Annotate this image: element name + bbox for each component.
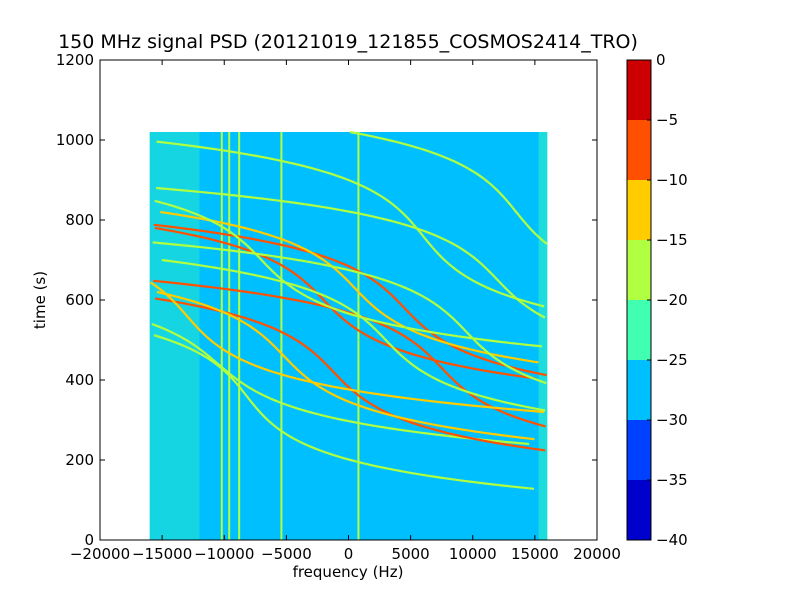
y-tick-label-4: 800 [65,211,94,229]
colorbar-tick-label-5: −15 [656,231,688,249]
y-tick-label-1: 200 [65,451,94,469]
x-tick-label-3: −5000 [261,545,312,563]
signal-trace-6 [156,186,546,319]
colorbar-segment-3 [627,300,651,360]
colorbar-segment-6 [627,120,651,180]
plot-area [99,59,598,541]
y-axis-label: time (s) [31,271,49,329]
signal-trace-0 [151,322,530,446]
colorbar-segment-0 [627,480,651,540]
y-tick-label-6: 1200 [56,51,94,69]
colorbar-tick-label-4: −20 [656,291,688,309]
chart-title: 150 MHz signal PSD (20121019_121855_COSM… [58,31,638,53]
heatmap-background [149,132,548,540]
signal-trace-10 [152,241,547,385]
x-tick-label-4: 0 [344,545,354,563]
y-tick-label-3: 600 [65,291,94,309]
signal-trace-8 [149,281,545,414]
heatmap-noise-right [538,132,548,540]
signal-trace-11 [156,290,535,441]
colorbar-segment-5 [627,180,651,240]
colorbar-segment-1 [627,420,651,480]
y-axis: 0 200 400 600 800 1000 1200 [56,51,597,549]
x-axis-label: frequency (Hz) [293,563,404,581]
signal-trace-5 [160,210,539,364]
signal-trace-9 [161,258,546,412]
colorbar-tick-label-2: −30 [656,411,688,429]
colorbar: −40 −35 −30 −25 −20 −15 −10 −5 0 [626,51,688,549]
y-tick-label-5: 1000 [56,131,94,149]
signal-trace-13 [349,130,548,245]
x-tick-label-6: 10000 [449,545,497,563]
x-axis: −20000 −15000 −10000 −5000 0 5000 10000 15000 20… [70,60,621,563]
x-tick-label-7: 15000 [511,545,559,563]
signal-trace-2 [153,279,546,428]
colorbar-tick-label-6: −10 [656,171,688,189]
colorbar-tick-label-3: −25 [656,351,688,369]
x-tick-label-5: 5000 [392,545,430,563]
signal-trace-12 [156,140,545,308]
signal-traces [149,130,548,490]
spectrogram-heatmap [149,132,548,540]
signal-trace-14 [153,334,535,490]
y-tick-label-2: 400 [65,371,94,389]
signal-trace-7 [154,199,543,348]
colorbar-tick-label-8: 0 [656,51,666,69]
colorbar-tick-label-1: −35 [656,471,688,489]
x-tick-label-1: −15000 [132,545,192,563]
colorbar-segment-7 [627,60,651,120]
colorbar-tick-label-7: −5 [656,111,678,129]
y-tick-label-0: 0 [84,531,94,549]
x-tick-label-2: −10000 [194,545,254,563]
signal-trace-1 [154,297,546,452]
x-tick-label-8: 20000 [573,545,621,563]
colorbar-segment-4 [627,240,651,300]
colorbar-tick-label-0: −40 [656,531,688,549]
x-tick-label-0: −20000 [70,545,130,563]
signal-trace-4 [153,223,547,377]
colorbar-segment-2 [627,360,651,420]
